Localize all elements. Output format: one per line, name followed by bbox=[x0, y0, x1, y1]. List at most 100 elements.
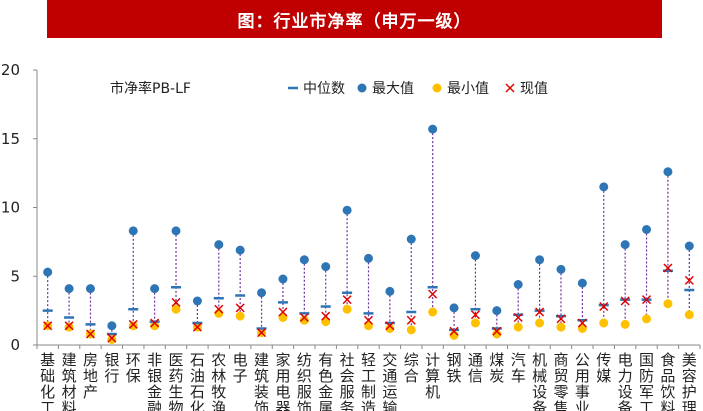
current-x-stroke bbox=[214, 304, 224, 314]
category-label: 房地产 bbox=[83, 351, 98, 401]
max-point bbox=[470, 251, 480, 261]
max-point bbox=[278, 274, 288, 284]
current-point bbox=[278, 307, 288, 317]
category-label: 建筑材料 bbox=[62, 351, 77, 411]
category-label: 电力设备 bbox=[618, 351, 633, 411]
min-point bbox=[513, 322, 523, 332]
current-point bbox=[342, 295, 352, 305]
min-point bbox=[342, 304, 352, 314]
min-point bbox=[492, 329, 502, 339]
legend-label: 中位数 bbox=[303, 81, 345, 97]
max-point bbox=[235, 245, 245, 255]
category-label: 基础化工 bbox=[40, 351, 55, 411]
category-label: 国防军工 bbox=[639, 351, 654, 411]
min-point bbox=[150, 321, 160, 331]
category-label: 计算机 bbox=[425, 351, 440, 401]
min-point bbox=[684, 310, 694, 320]
category-label: 综合 bbox=[404, 351, 419, 385]
current-x-stroke bbox=[599, 301, 609, 312]
category-label: 商贸零售 bbox=[553, 351, 568, 411]
current-point bbox=[406, 315, 416, 325]
max-point bbox=[385, 286, 395, 296]
category-label: 石油石化 bbox=[190, 351, 205, 411]
current-point bbox=[663, 263, 673, 273]
category-label: 煤炭 bbox=[489, 351, 504, 385]
current-x-stroke bbox=[128, 319, 138, 329]
current-point bbox=[642, 295, 652, 305]
legend-label: 最大值 bbox=[372, 81, 414, 97]
current-point bbox=[171, 297, 181, 307]
max-point bbox=[299, 255, 309, 265]
category-label: 轻工制造 bbox=[361, 351, 376, 411]
current-x-stroke bbox=[171, 297, 181, 307]
current-x-stroke bbox=[577, 318, 587, 328]
min-point bbox=[235, 311, 245, 321]
category-label: 医药生物 bbox=[169, 351, 184, 411]
min-point bbox=[299, 315, 309, 325]
min-point bbox=[470, 318, 480, 328]
current-x-stroke bbox=[278, 307, 288, 317]
min-point bbox=[64, 322, 74, 332]
category-label: 家用电器 bbox=[275, 351, 290, 411]
current-point bbox=[620, 296, 630, 306]
min-point bbox=[171, 304, 181, 314]
y-tick-label: 15 bbox=[1, 130, 20, 148]
category-label: 银行 bbox=[104, 351, 119, 385]
current-point bbox=[150, 318, 160, 328]
current-x-stroke bbox=[684, 275, 694, 285]
current-point bbox=[235, 303, 245, 313]
category-label: 通信 bbox=[468, 351, 483, 385]
category-label: 农林牧渔 bbox=[211, 351, 226, 411]
legend: 中位数 最大值 最小值 现值 bbox=[288, 81, 548, 97]
max-point bbox=[171, 226, 181, 236]
category-label: 社会服务 bbox=[340, 351, 355, 411]
min-point bbox=[385, 324, 395, 333]
legend-entry: 中位数 bbox=[288, 81, 345, 97]
legend-entry: 最小值 bbox=[432, 81, 489, 97]
category-labels: 基础化工建筑材料房地产银行环保非银金融医药生物石油石化农林牧渔电子建筑装饰家用电… bbox=[40, 351, 697, 411]
legend-label: 现值 bbox=[520, 81, 548, 97]
max-point bbox=[128, 226, 138, 236]
category-label: 电子 bbox=[233, 351, 248, 385]
min-point bbox=[428, 307, 438, 317]
max-point bbox=[85, 284, 95, 294]
min-point bbox=[663, 299, 673, 309]
max-point bbox=[364, 253, 373, 263]
current-point bbox=[43, 321, 53, 331]
category-label: 传媒 bbox=[596, 351, 611, 385]
min-point bbox=[642, 314, 652, 324]
y-tick-label: 5 bbox=[10, 267, 20, 285]
category-label: 钢铁 bbox=[447, 351, 462, 385]
current-x-stroke bbox=[43, 321, 53, 331]
current-point bbox=[85, 329, 95, 339]
max-point bbox=[192, 296, 202, 306]
current-x-stroke bbox=[321, 311, 331, 321]
max-point bbox=[599, 182, 609, 192]
current-x-stroke bbox=[64, 321, 74, 331]
data-marks bbox=[42, 124, 695, 344]
range-lines bbox=[47, 129, 690, 340]
max-point bbox=[556, 264, 566, 274]
y-tick-label: 10 bbox=[1, 199, 20, 217]
chart-title: 图：行业市净率（申万一级） bbox=[47, 0, 662, 38]
current-x-stroke bbox=[342, 295, 352, 305]
current-point bbox=[299, 312, 309, 323]
min-point bbox=[128, 321, 138, 331]
current-x-stroke bbox=[556, 314, 566, 324]
current-x-stroke bbox=[85, 329, 95, 339]
current-point bbox=[513, 312, 523, 323]
legend-label: 最小值 bbox=[447, 81, 489, 97]
current-point bbox=[684, 275, 694, 285]
current-point bbox=[599, 301, 609, 312]
chart-subtitle: 市净率PB-LF bbox=[110, 80, 191, 97]
category-label: 公用事业 bbox=[575, 351, 590, 411]
max-point bbox=[642, 225, 652, 234]
current-point bbox=[556, 314, 566, 324]
min-point bbox=[556, 322, 566, 332]
current-point bbox=[107, 333, 117, 343]
legend-x-marker bbox=[505, 83, 515, 93]
max-point bbox=[406, 234, 416, 244]
max-point bbox=[43, 267, 53, 277]
category-label: 食品饮料 bbox=[660, 351, 675, 411]
